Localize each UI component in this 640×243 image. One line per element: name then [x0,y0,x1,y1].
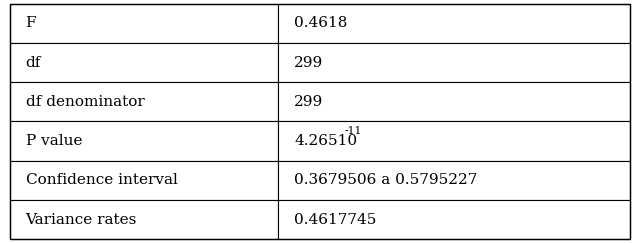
Bar [10,4,278,43]
Text: 299: 299 [294,95,324,109]
Bar [10,122,278,161]
Text: df: df [26,56,41,69]
Bar [278,161,630,200]
Text: P value: P value [26,134,82,148]
Bar [10,200,278,239]
Bar [10,43,278,82]
Bar [278,122,630,161]
Bar [278,4,630,43]
Text: 299: 299 [294,56,324,69]
Text: -11: -11 [344,126,362,136]
Text: 0.4617745: 0.4617745 [294,213,377,227]
Bar [278,82,630,122]
Text: F: F [26,16,36,30]
Text: df denominator: df denominator [26,95,145,109]
Text: 4.26510: 4.26510 [294,134,358,148]
Text: Variance rates: Variance rates [26,213,137,227]
Bar [278,200,630,239]
Bar [10,82,278,122]
Text: 0.3679506 a 0.5795227: 0.3679506 a 0.5795227 [294,174,478,187]
Text: Confidence interval: Confidence interval [26,174,177,187]
Text: 0.4618: 0.4618 [294,16,348,30]
Bar [278,43,630,82]
Bar [10,161,278,200]
